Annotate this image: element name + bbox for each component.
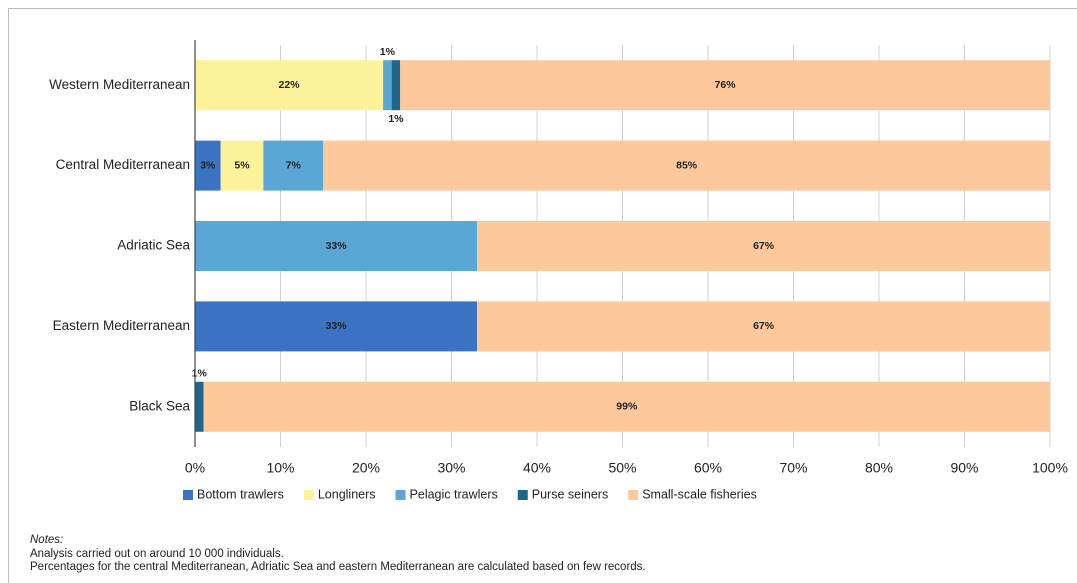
bar-segment — [263, 140, 324, 191]
bar-segment — [477, 221, 1050, 271]
x-tick-label: 0% — [185, 460, 205, 476]
value-label: 22% — [279, 79, 301, 91]
y-tick-label: Black Sea — [129, 398, 190, 413]
y-tick-label: Central Mediterranean — [56, 157, 190, 172]
bar-segment — [203, 381, 1051, 432]
value-label: 67% — [753, 320, 775, 332]
x-tick-label: 60% — [694, 460, 722, 476]
value-label: 1% — [192, 368, 208, 380]
notes-title: Notes: — [30, 534, 63, 546]
value-label: 33% — [326, 320, 348, 332]
x-tick-label: 50% — [608, 460, 636, 476]
legend-swatch — [395, 490, 406, 500]
legend-label: Small-scale fisheries — [642, 487, 757, 501]
legend-swatch — [517, 490, 528, 500]
bar-segment — [195, 381, 204, 432]
note: Analysis carried out on around 10 000 in… — [30, 548, 284, 560]
legend-label: Pelagic trawlers — [410, 487, 498, 501]
bar-segment — [220, 140, 264, 191]
bar-segment — [477, 301, 1050, 352]
x-tick-label: 70% — [779, 460, 807, 476]
value-label: 3% — [200, 159, 216, 171]
value-label: 7% — [286, 159, 302, 171]
x-tick-label: 20% — [352, 460, 380, 476]
bar-segment — [323, 140, 1050, 191]
bar-segment — [391, 60, 401, 111]
value-label: 5% — [234, 159, 250, 171]
x-tick-label: 100% — [1032, 460, 1068, 476]
x-tick-label: 30% — [437, 460, 465, 476]
value-label: 76% — [715, 79, 737, 91]
legend-label: Longliners — [318, 487, 376, 501]
bar-segment — [195, 60, 384, 111]
x-tick-label: 80% — [865, 460, 893, 476]
x-tick-label: 90% — [950, 460, 978, 476]
bar-segment — [383, 60, 392, 111]
y-tick-label: Western Mediterranean — [49, 77, 190, 92]
bar-segment — [195, 221, 478, 271]
legend-swatch — [303, 490, 314, 500]
note: Percentages for the central Mediterranea… — [30, 561, 646, 573]
x-tick-label: 10% — [266, 460, 294, 476]
bar-segment — [195, 301, 478, 352]
legend-swatch — [183, 490, 193, 500]
value-label: 67% — [753, 240, 775, 252]
bar-segment — [195, 140, 221, 191]
value-label: 33% — [326, 240, 348, 252]
frame — [8, 8, 1077, 583]
legend-label: Purse seiners — [532, 487, 608, 501]
legend-swatch — [628, 490, 639, 500]
value-label: 1% — [388, 113, 404, 125]
x-tick-label: 40% — [523, 460, 551, 476]
bar-segment — [400, 60, 1050, 111]
y-tick-label: Adriatic Sea — [117, 238, 190, 253]
value-label: 99% — [616, 401, 638, 413]
y-tick-label: Eastern Mediterranean — [53, 318, 190, 333]
value-label: 1% — [380, 46, 396, 58]
value-label: 85% — [676, 159, 698, 171]
legend-label: Bottom trawlers — [197, 487, 284, 501]
